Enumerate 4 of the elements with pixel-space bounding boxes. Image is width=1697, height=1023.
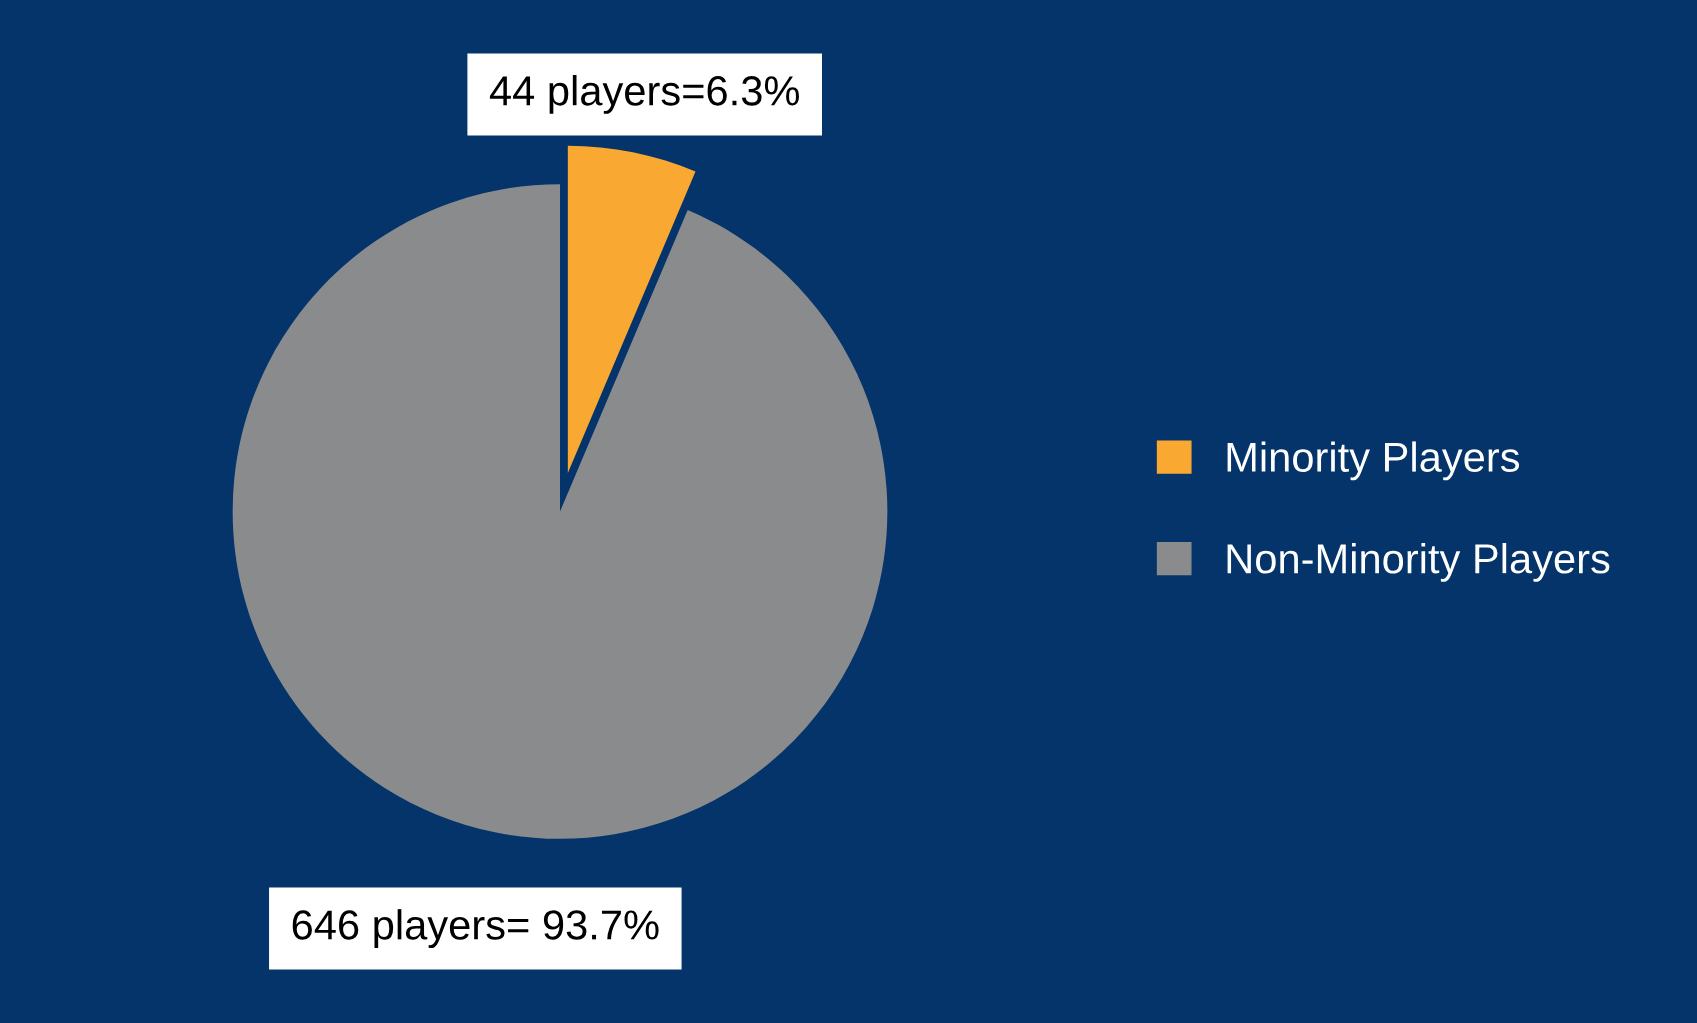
legend-label: Minority Players	[1227, 441, 1520, 481]
data-label: 646 players= 93.7%	[292, 909, 659, 948]
legend-label: Non-Minority Players	[1227, 542, 1610, 582]
data-label: 44 players=6.3%	[489, 75, 799, 114]
